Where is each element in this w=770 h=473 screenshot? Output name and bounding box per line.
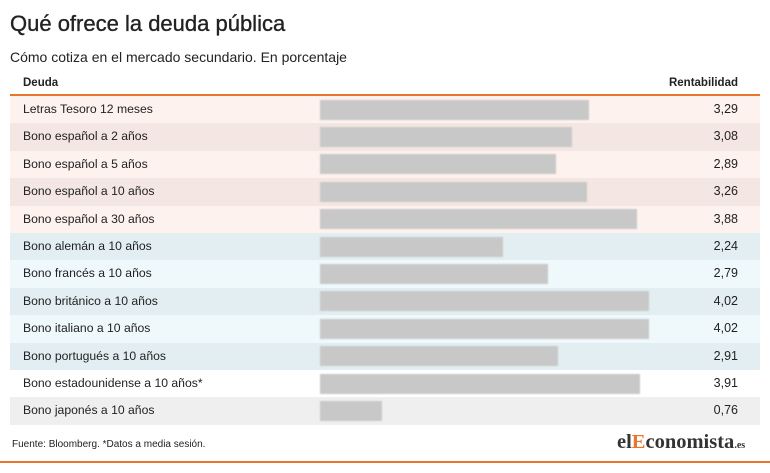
value-bono-espanol-5y: 2,89 bbox=[713, 156, 738, 171]
row-bono-espanol-5y: Bono español a 5 años 2,89 bbox=[10, 150, 760, 179]
logo-initial: E bbox=[631, 431, 646, 453]
bar-bono-estadounidense-10y bbox=[320, 373, 640, 394]
label-bono-portugues-10y: Bono portugués a 10 años bbox=[23, 348, 166, 363]
bar-bono-portugues-10y bbox=[320, 346, 559, 367]
label-bono-espanol-2y: Bono español a 2 años bbox=[23, 129, 148, 144]
label-bono-estadounidense-10y: Bono estadounidense a 10 años* bbox=[23, 375, 203, 390]
value-bono-estadounidense-10y: 3,91 bbox=[713, 375, 738, 390]
bar-letras-tesoro-12m bbox=[320, 99, 590, 120]
row-bono-espanol-30y: Bono español a 30 años 3,88 bbox=[10, 205, 760, 233]
bar-bono-frances-10y bbox=[320, 264, 549, 285]
row-letras-tesoro-12m: Letras Tesoro 12 meses 3,29 bbox=[10, 96, 760, 124]
bar-bono-japones-10y bbox=[320, 400, 383, 421]
value-bono-aleman-10y: 2,24 bbox=[713, 238, 738, 253]
value-bono-italiano-10y: 4,02 bbox=[713, 321, 738, 336]
label-bono-japones-10y: Bono japonés a 10 años bbox=[23, 403, 155, 418]
label-bono-britanico-10y: Bono británico a 10 años bbox=[23, 293, 158, 308]
source-note: Fuente: Bloomberg. *Datos a media sesión… bbox=[12, 439, 206, 450]
row-bono-japones-10y: Bono japonés a 10 años 0,76 bbox=[10, 397, 760, 425]
row-bono-espanol-2y: Bono español a 2 años 3,08 bbox=[10, 123, 760, 151]
row-bono-aleman-10y: Bono alemán a 10 años 2,24 bbox=[10, 232, 760, 261]
header-divider bbox=[10, 94, 760, 96]
row-bono-espanol-10y: Bono español a 10 años 3,26 bbox=[10, 178, 760, 206]
bar-bono-espanol-30y bbox=[320, 209, 638, 230]
bar-bono-italiano-10y bbox=[320, 318, 649, 339]
row-bono-frances-10y: Bono francés a 10 años 2,79 bbox=[10, 260, 760, 288]
value-bono-frances-10y: 2,79 bbox=[713, 266, 738, 281]
value-bono-espanol-2y: 3,08 bbox=[713, 129, 738, 144]
column-header-rentabilidad: Rentabilidad bbox=[668, 77, 738, 89]
logo-suffix: .es bbox=[734, 440, 746, 451]
bottom-divider bbox=[0, 461, 770, 463]
label-bono-italiano-10y: Bono italiano a 10 años bbox=[23, 321, 151, 336]
column-header-deuda: Deuda bbox=[23, 77, 59, 89]
row-bono-estadounidense-10y: Bono estadounidense a 10 años* 3,91 bbox=[10, 369, 760, 398]
value-bono-espanol-10y: 3,26 bbox=[713, 184, 738, 199]
bar-bono-espanol-5y bbox=[320, 154, 557, 175]
label-bono-frances-10y: Bono francés a 10 años bbox=[23, 266, 152, 281]
value-bono-espanol-30y: 3,88 bbox=[713, 211, 738, 226]
bar-bono-britanico-10y bbox=[320, 291, 649, 312]
logo-prefix: el bbox=[617, 431, 632, 453]
label-bono-espanol-5y: Bono español a 5 años bbox=[23, 156, 148, 171]
row-bono-portugues-10y: Bono portugués a 10 años 2,91 bbox=[10, 342, 760, 370]
row-bono-britanico-10y: Bono británico a 10 años 4,02 bbox=[10, 287, 760, 316]
value-letras-tesoro-12m: 3,29 bbox=[713, 102, 738, 116]
value-bono-portugues-10y: 2,91 bbox=[713, 348, 738, 363]
bar-bono-espanol-10y bbox=[320, 181, 587, 202]
eleconomista-logo: elEconomista.es bbox=[617, 430, 745, 458]
value-bono-japones-10y: 0,76 bbox=[713, 403, 738, 418]
bar-bono-aleman-10y bbox=[320, 236, 504, 257]
row-bono-italiano-10y: Bono italiano a 10 años 4,02 bbox=[10, 315, 760, 343]
label-letras-tesoro-12m: Letras Tesoro 12 meses bbox=[23, 102, 153, 116]
logo-rest: conomista bbox=[645, 431, 735, 453]
label-bono-aleman-10y: Bono alemán a 10 años bbox=[23, 238, 152, 253]
bar-bono-espanol-2y bbox=[320, 127, 572, 148]
label-bono-espanol-10y: Bono español a 10 años bbox=[23, 184, 155, 199]
page-subtitle: Cómo cotiza en el mercado secundario. En… bbox=[10, 49, 347, 65]
value-bono-britanico-10y: 4,02 bbox=[713, 293, 738, 308]
chart-table: Letras Tesoro 12 meses 3,29 Bono español… bbox=[10, 96, 760, 425]
label-bono-espanol-30y: Bono español a 30 años bbox=[23, 211, 155, 226]
page-title: Qué ofrece la deuda pública bbox=[10, 11, 286, 36]
